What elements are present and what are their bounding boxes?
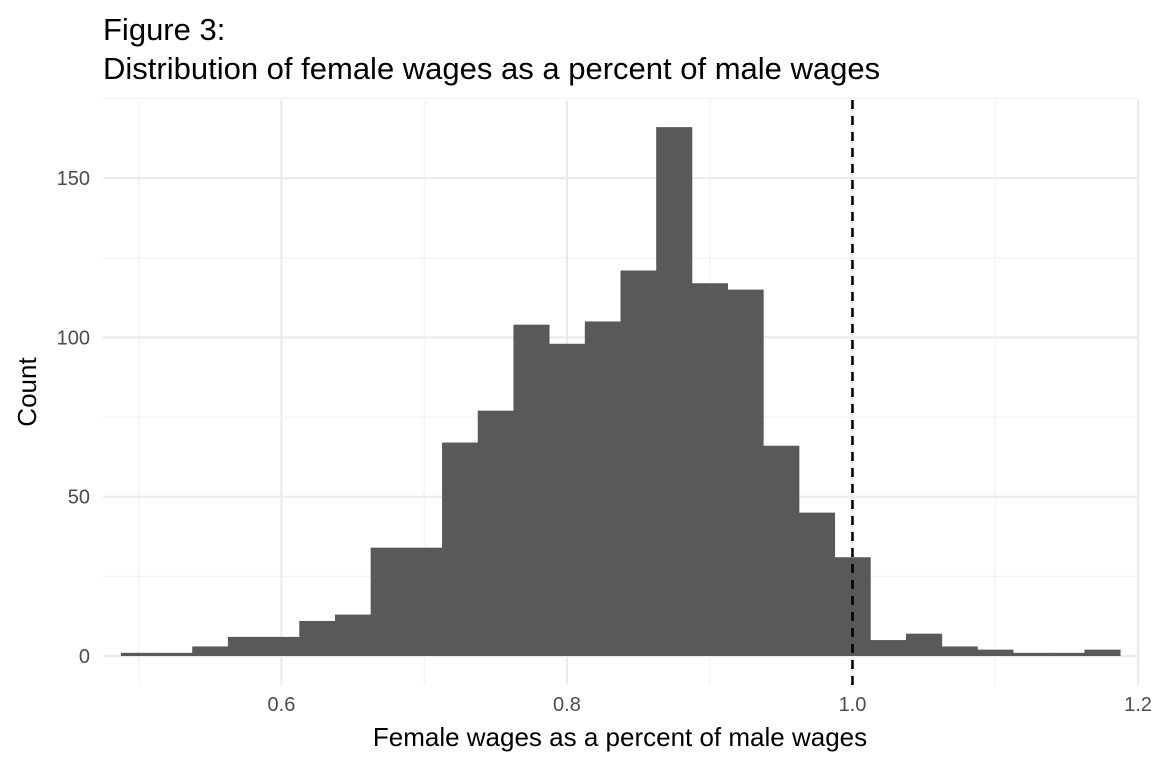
histogram-bar bbox=[156, 652, 193, 656]
y-tick-label: 100 bbox=[57, 327, 90, 349]
histogram-bar bbox=[977, 649, 1014, 656]
histogram-bars bbox=[120, 127, 1121, 656]
x-tick-label: 1.2 bbox=[1124, 694, 1152, 716]
histogram-bar bbox=[442, 442, 479, 656]
histogram-bar bbox=[870, 640, 907, 656]
histogram-bar bbox=[584, 321, 621, 656]
histogram-bar bbox=[656, 127, 693, 656]
histogram-bar bbox=[227, 636, 265, 656]
histogram-bar bbox=[620, 270, 657, 656]
histogram-bar bbox=[727, 289, 764, 656]
histogram-bar bbox=[477, 410, 514, 656]
chart-title-line-1: Figure 3: bbox=[103, 12, 225, 47]
histogram-bar bbox=[549, 343, 586, 656]
histogram-bar bbox=[906, 633, 943, 656]
histogram-bar bbox=[763, 445, 800, 656]
y-tick-label: 150 bbox=[57, 168, 90, 190]
x-tick-label: 0.6 bbox=[268, 694, 296, 716]
x-axis-ticks: 0.6 0.8 1.0 1.2 bbox=[268, 694, 1152, 716]
histogram-bar bbox=[513, 324, 550, 656]
y-axis-label: Count bbox=[12, 357, 42, 427]
histogram-bar bbox=[941, 646, 978, 656]
x-tick-label: 0.8 bbox=[553, 694, 581, 716]
y-tick-label: 50 bbox=[68, 487, 90, 509]
histogram-bar bbox=[691, 283, 728, 656]
chart-title-line-2: Distribution of female wages as a percen… bbox=[103, 51, 880, 86]
histogram-bar bbox=[834, 557, 871, 656]
x-axis-label: Female wages as a percent of male wages bbox=[373, 722, 867, 752]
histogram-bar bbox=[192, 646, 229, 656]
histogram-bar bbox=[334, 614, 372, 656]
histogram-bar bbox=[299, 620, 336, 656]
histogram-bar bbox=[1048, 652, 1085, 656]
histogram-bar bbox=[370, 547, 407, 656]
y-tick-label: 0 bbox=[79, 646, 90, 668]
histogram-bar bbox=[263, 636, 300, 656]
histogram-bar bbox=[1084, 649, 1121, 656]
histogram-bar bbox=[1013, 652, 1050, 656]
histogram-bar bbox=[798, 512, 836, 656]
x-tick-label: 1.0 bbox=[839, 694, 867, 716]
histogram-bar bbox=[406, 547, 443, 656]
y-axis-ticks: 0 50 100 150 bbox=[57, 168, 90, 668]
histogram-bar bbox=[120, 652, 157, 656]
